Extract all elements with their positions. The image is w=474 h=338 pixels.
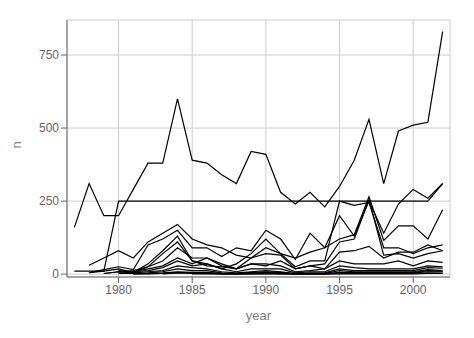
svg-text:1985: 1985 bbox=[179, 283, 206, 297]
svg-text:1990: 1990 bbox=[253, 283, 280, 297]
svg-text:750: 750 bbox=[39, 48, 59, 62]
svg-text:250: 250 bbox=[39, 194, 59, 208]
svg-text:0: 0 bbox=[52, 267, 59, 281]
svg-text:2000: 2000 bbox=[400, 283, 427, 297]
svg-text:1980: 1980 bbox=[105, 283, 132, 297]
svg-text:1995: 1995 bbox=[326, 283, 353, 297]
svg-text:n: n bbox=[9, 141, 24, 148]
svg-text:500: 500 bbox=[39, 121, 59, 135]
svg-text:year: year bbox=[246, 308, 272, 323]
